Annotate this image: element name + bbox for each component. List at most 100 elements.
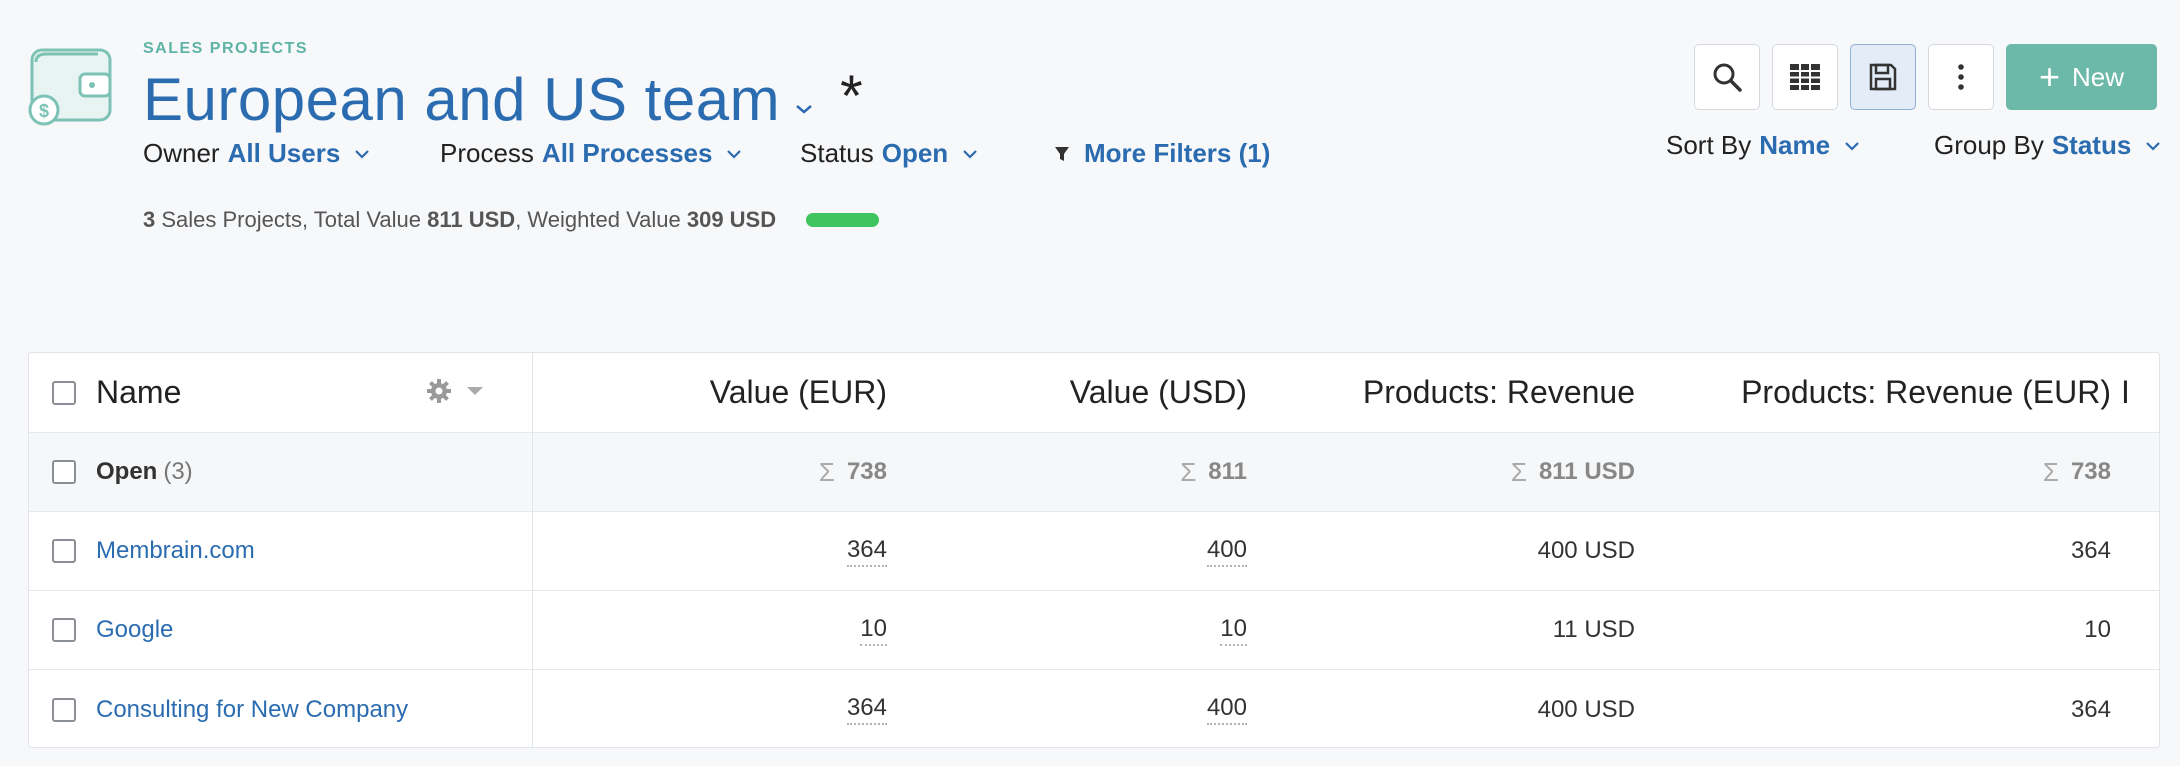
projects-table: Name V xyxy=(28,352,2160,748)
chevron-down-icon xyxy=(1845,141,1859,151)
table-row: Google 10 10 11 USD 10 xyxy=(29,591,2159,670)
cell-value-eur[interactable]: 364 xyxy=(533,670,887,747)
summary-text: Sales Projects, Total Value xyxy=(155,207,428,232)
column-header-name[interactable]: Name xyxy=(96,374,182,410)
cell-products-revenue-eur: 364 xyxy=(2070,537,2111,564)
sort-label: Sort By xyxy=(1666,130,1752,160)
sum-value: 811 USD xyxy=(1538,458,1635,485)
column-header-truncated[interactable]: I xyxy=(2121,374,2130,410)
cell-products-revenue-eur: 10 xyxy=(2084,616,2111,643)
cell-products-revenue: 400 USD xyxy=(1537,695,1635,723)
sum-value: 738 xyxy=(846,458,887,485)
row-checkbox[interactable] xyxy=(52,618,76,642)
column-header-value-eur[interactable]: Value (EUR) xyxy=(709,374,887,410)
more-vertical-icon xyxy=(1958,64,1964,90)
caret-down-icon[interactable] xyxy=(465,385,485,397)
sort-value: Name xyxy=(1759,130,1831,160)
sum-value: 738 xyxy=(2070,458,2111,485)
group-sum: Σ 811 USD xyxy=(1247,433,1635,511)
save-view-button[interactable] xyxy=(1850,44,1916,110)
group-value: Status xyxy=(2051,130,2132,160)
svg-text:$: $ xyxy=(39,101,49,121)
group-sum: Σ 738 xyxy=(1635,433,2111,511)
total-value: 811 USD xyxy=(427,207,516,232)
cell-value: 400 xyxy=(1206,694,1247,725)
process-filter[interactable]: Process All Processes xyxy=(440,138,800,169)
filter-label: Process xyxy=(440,138,534,168)
project-count: 3 xyxy=(143,207,156,232)
toolbar: + New xyxy=(1694,44,2157,110)
search-icon xyxy=(1713,63,1742,92)
filter-bar: Owner All Users Process All Processes St… xyxy=(143,138,1270,169)
cell-products-revenue: 400 USD xyxy=(1537,537,1635,564)
sigma-icon: Σ xyxy=(818,456,835,487)
new-button[interactable]: + New xyxy=(2006,44,2157,110)
cell-value-usd[interactable]: 10 xyxy=(887,591,1247,669)
owner-filter[interactable]: Owner All Users xyxy=(143,138,440,169)
column-header-value-usd[interactable]: Value (USD) xyxy=(1069,374,1247,410)
page-eyebrow: SALES PROJECTS xyxy=(143,40,309,57)
cell-value-eur[interactable]: 364 xyxy=(533,512,887,590)
group-sum: Σ 811 xyxy=(887,433,1247,511)
group-label: Group By xyxy=(1934,130,2044,160)
new-button-label: New xyxy=(2072,61,2125,92)
sigma-icon: Σ xyxy=(1510,456,1527,487)
filter-label: Status xyxy=(800,138,874,168)
project-link[interactable]: Google xyxy=(96,616,174,643)
sort-by-dropdown[interactable]: Sort By Name xyxy=(1666,130,1934,161)
group-count: (3) xyxy=(163,458,193,485)
sigma-icon: Σ xyxy=(2042,456,2059,487)
status-filter[interactable]: Status Open xyxy=(800,138,1054,169)
chevron-down-icon xyxy=(963,149,977,159)
chevron-down-icon[interactable] xyxy=(794,103,814,115)
gear-icon[interactable] xyxy=(425,377,453,405)
cell-value: 10 xyxy=(860,615,887,646)
sigma-icon: Σ xyxy=(1180,456,1197,487)
select-all-checkbox[interactable] xyxy=(52,380,76,405)
project-link[interactable]: Membrain.com xyxy=(96,537,255,564)
group-row: Open (3) Σ 738 Σ 811 Σ 811 USD Σ 738 xyxy=(29,433,2159,512)
row-checkbox[interactable] xyxy=(52,539,76,563)
filter-value: All Users xyxy=(227,138,341,168)
cell-products-revenue-eur: 364 xyxy=(2070,695,2111,723)
sum-value: 811 xyxy=(1208,458,1247,485)
page-title[interactable]: European and US team xyxy=(143,66,781,133)
cell-value: 364 xyxy=(846,694,887,725)
summary-line: 3 Sales Projects, Total Value 811 USD , … xyxy=(143,207,880,233)
filter-value: Open xyxy=(881,138,949,168)
group-checkbox[interactable] xyxy=(52,460,76,484)
grid-icon xyxy=(1790,64,1820,90)
filter-value: All Processes xyxy=(541,138,713,168)
table-row: Consulting for New Company 364 400 400 U… xyxy=(29,670,2159,747)
column-header-products-revenue-eur[interactable]: Products: Revenue (EUR) xyxy=(1741,374,2111,410)
cell-value: 10 xyxy=(1220,615,1247,646)
cell-value: 364 xyxy=(846,536,887,567)
project-link[interactable]: Consulting for New Company xyxy=(96,695,409,723)
chevron-down-icon xyxy=(355,149,370,159)
group-by-dropdown[interactable]: Group By Status xyxy=(1934,130,2161,161)
weighted-progress-bar xyxy=(806,213,880,227)
weighted-value: 309 USD xyxy=(686,207,777,232)
more-filters-label: More Filters (1) xyxy=(1084,138,1271,168)
cell-value-usd[interactable]: 400 xyxy=(887,670,1247,747)
cell-value: 400 xyxy=(1206,536,1247,567)
unsaved-indicator: * xyxy=(840,63,863,129)
group-label[interactable]: Open xyxy=(96,458,158,485)
more-filters-button[interactable]: More Filters (1) xyxy=(1054,138,1270,169)
funnel-icon xyxy=(1055,146,1069,161)
cell-value-eur[interactable]: 10 xyxy=(533,591,887,669)
table-row: Membrain.com 364 400 400 USD 364 xyxy=(29,512,2159,591)
search-button[interactable] xyxy=(1694,44,1760,110)
sales-projects-logo-icon: $ xyxy=(28,48,114,128)
save-icon xyxy=(1869,63,1897,91)
column-header-products-revenue[interactable]: Products: Revenue xyxy=(1362,374,1635,410)
cell-value-usd[interactable]: 400 xyxy=(887,512,1247,590)
chevron-down-icon xyxy=(727,149,742,159)
more-options-button[interactable] xyxy=(1928,44,1994,110)
chevron-down-icon xyxy=(2146,141,2161,151)
grid-view-button[interactable] xyxy=(1772,44,1838,110)
plus-icon: + xyxy=(2038,56,2060,97)
summary-text: , Weighted Value xyxy=(515,207,687,232)
row-checkbox[interactable] xyxy=(52,697,76,722)
sort-group-bar: Sort By Name Group By Status xyxy=(1666,130,2161,161)
